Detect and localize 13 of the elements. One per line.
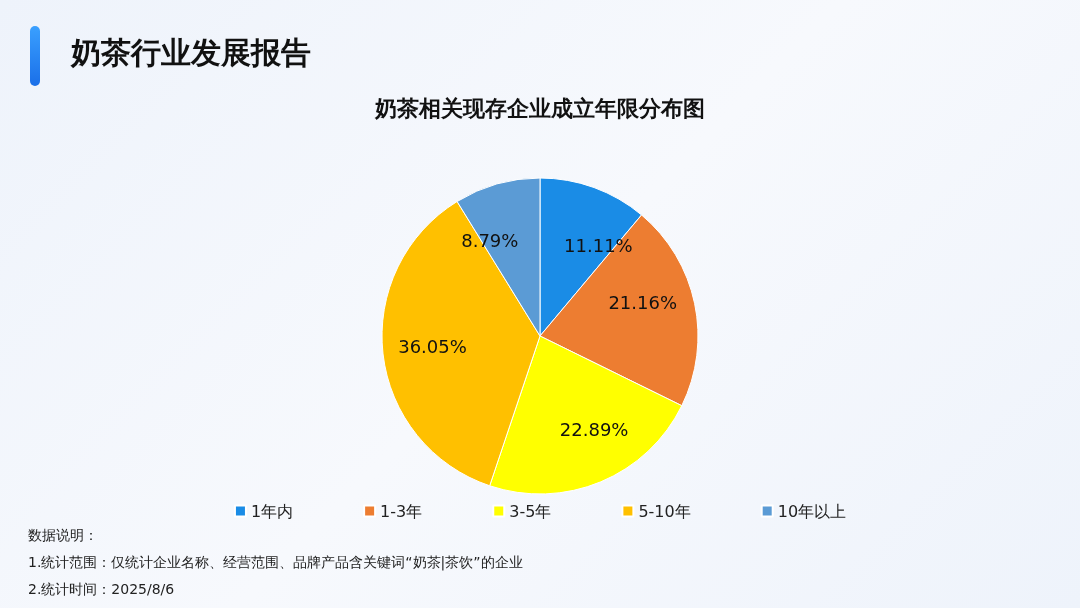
legend-label: 3-5年	[509, 501, 552, 521]
legend-label: 10年以上	[777, 501, 847, 521]
data-label: 21.16%	[608, 292, 678, 314]
text: 数据说明：	[28, 527, 98, 543]
text: 1.统计范围：仅统计企业名称、经营范围、品牌产品含关键词“奶茶|茶饮”的企业	[28, 554, 523, 571]
legend-label: 1年内	[250, 501, 294, 521]
chart-title: 奶茶行业发展报告	[70, 34, 311, 70]
legend-label: 5-10年	[638, 501, 691, 521]
data-label: 36.05%	[398, 335, 467, 357]
legend-label: 1-3年	[380, 501, 423, 521]
data-label: 22.89%	[559, 418, 629, 440]
text: 2.统计时间：2025/8/6	[28, 581, 175, 597]
chart-subtitle: 奶茶相关现存企业成立年限分布图	[374, 95, 705, 121]
